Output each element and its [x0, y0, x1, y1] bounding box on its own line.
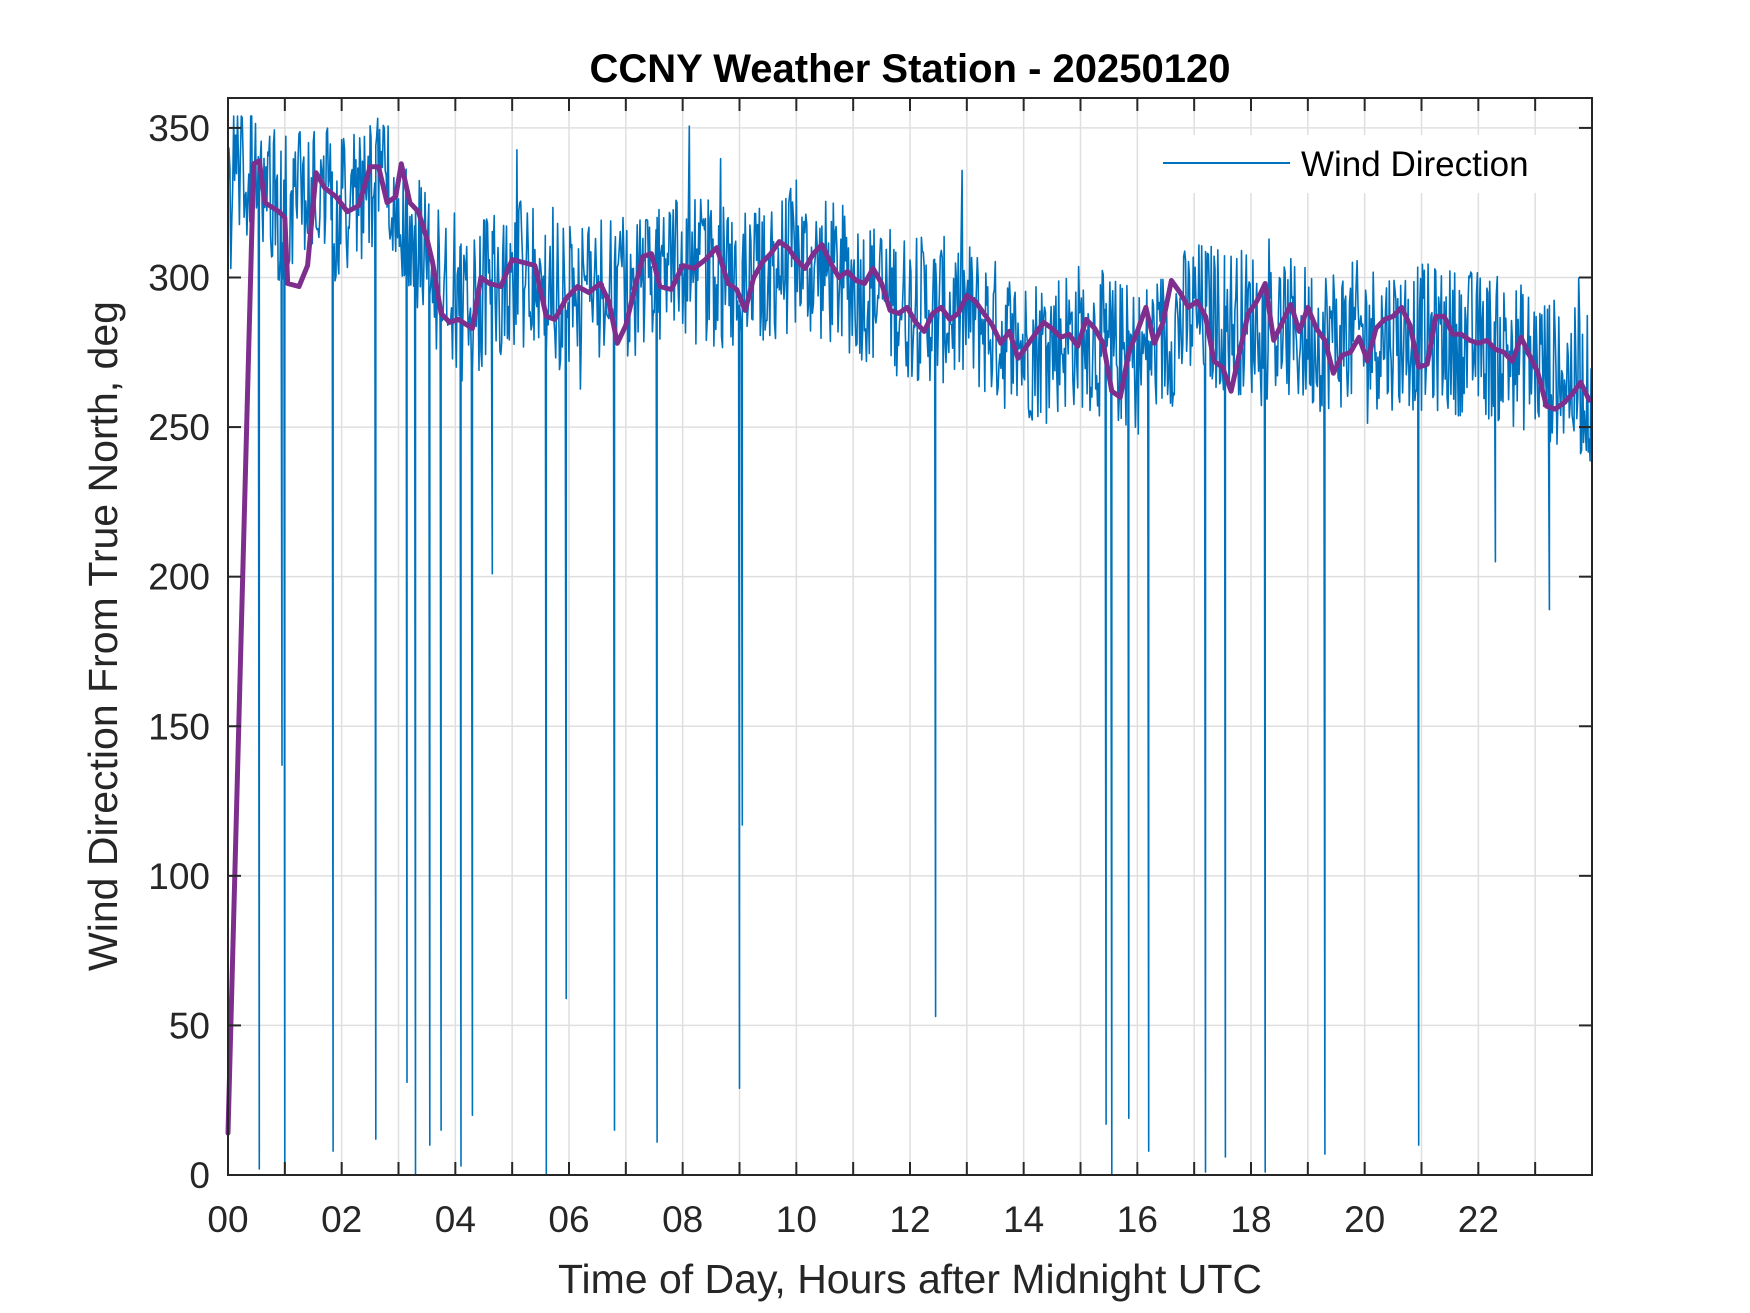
y-tick-label: 250	[148, 407, 210, 448]
tick-marks	[228, 98, 1592, 1176]
y-tick-label: 0	[189, 1155, 210, 1196]
y-tick-label: 50	[169, 1005, 210, 1046]
legend-label-wind-direction: Wind Direction	[1301, 145, 1529, 184]
y-tick-label: 300	[148, 258, 210, 299]
x-tick-label: 14	[1003, 1199, 1044, 1240]
x-tick-label: 00	[207, 1199, 248, 1240]
y-tick-label: 100	[148, 856, 210, 897]
tick-labels: 00 02 04 06 08 10 12 14 16 18 20 22 0 50 100 150 200 250 3…	[148, 108, 1499, 1240]
x-tick-label: 16	[1117, 1199, 1158, 1240]
chart-title: CCNY Weather Station - 20250120	[590, 47, 1231, 91]
y-tick-label: 350	[148, 108, 210, 149]
y-tick-label: 150	[148, 706, 210, 747]
moving-average-series	[225, 158, 1592, 1136]
x-tick-label: 02	[321, 1199, 362, 1240]
x-tick-label: 18	[1230, 1199, 1271, 1240]
moving-average-line	[225, 158, 1592, 1136]
x-tick-label: 10	[776, 1199, 817, 1240]
y-tick-label: 200	[148, 557, 210, 598]
x-axis-label: Time of Day, Hours after Midnight UTC	[558, 1256, 1262, 1302]
x-tick-label: 08	[662, 1199, 703, 1240]
x-tick-label: 06	[548, 1199, 589, 1240]
wind-direction-series	[227, 115, 1592, 1176]
legend: Wind Direction	[1150, 135, 1560, 193]
wind-direction-line	[227, 115, 1592, 1176]
x-tick-label: 20	[1344, 1199, 1385, 1240]
x-tick-label: 22	[1458, 1199, 1499, 1240]
x-tick-label: 12	[889, 1199, 930, 1240]
x-tick-label: 04	[435, 1199, 476, 1240]
y-axis-label: Wind Direction From True North, deg	[80, 301, 126, 971]
